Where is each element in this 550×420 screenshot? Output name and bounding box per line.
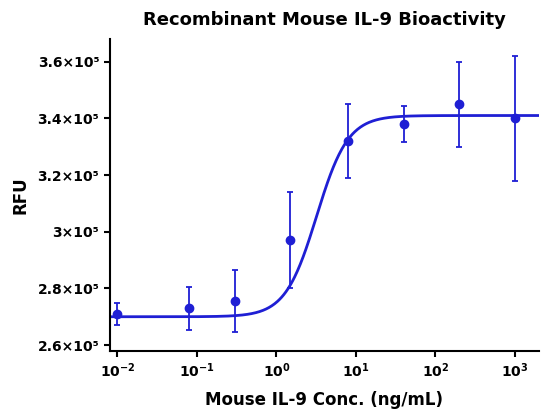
Y-axis label: RFU: RFU [11, 176, 29, 214]
Title: Recombinant Mouse IL-9 Bioactivity: Recombinant Mouse IL-9 Bioactivity [143, 11, 506, 29]
X-axis label: Mouse IL-9 Conc. (ng/mL): Mouse IL-9 Conc. (ng/mL) [205, 391, 443, 409]
